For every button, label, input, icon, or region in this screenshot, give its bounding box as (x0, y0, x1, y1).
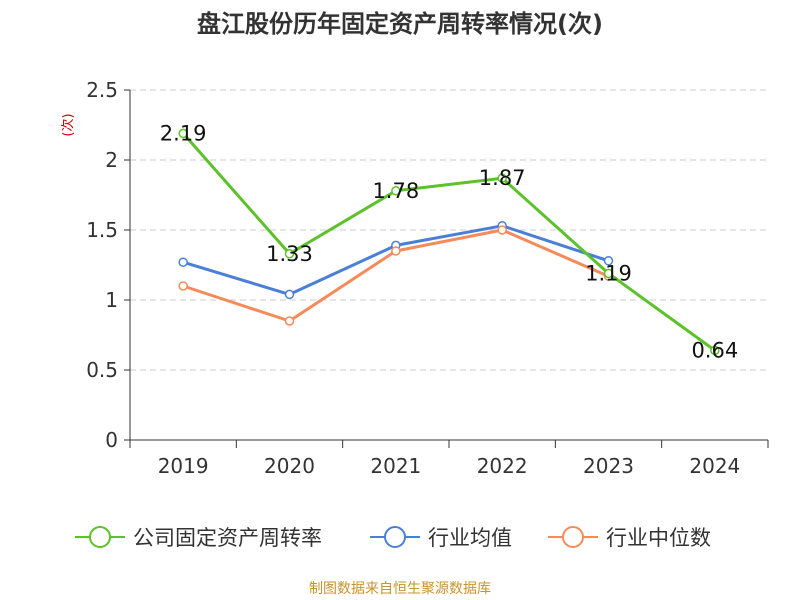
x-tick-label-2020: 2020 (264, 454, 315, 478)
legend-marker-0 (89, 526, 111, 548)
point-s0-2023 (603, 268, 614, 279)
legend: 公司固定资产周转率 行业均值 行业中位数 (75, 526, 711, 550)
legend-label-2: 行业中位数 (606, 526, 711, 550)
legend-item-2[interactable]: 行业中位数 (548, 526, 711, 550)
axes: 0 0.5 1 1.5 2 2.5 2019 2020 2021 2022 2023 2024 (86, 78, 769, 478)
point-s2-2021 (391, 246, 401, 256)
point-s0-2019 (178, 128, 188, 139)
y-axis-label: (次) (60, 113, 76, 136)
data-label-2021: 1.78 (372, 179, 419, 203)
point-s0-2020 (284, 249, 295, 259)
point-s1-2020 (284, 289, 295, 300)
point-s0-2022 (497, 173, 507, 183)
x-tick-label-2019: 2019 (158, 454, 209, 478)
legend-label-0: 公司固定资产周转率 (133, 526, 322, 550)
legend-marker-2 (562, 526, 584, 548)
x-tick-label-2024: 2024 (689, 454, 740, 478)
legend-item-0[interactable]: 公司固定资产周转率 (75, 526, 322, 550)
data-label-2019: 2.19 (160, 121, 207, 145)
point-s1-2023 (603, 256, 614, 266)
point-s0-2024 (710, 345, 720, 356)
x-tick-label-2023: 2023 (583, 454, 634, 478)
series-line-0 (181, 131, 717, 352)
legend-label-1: 行业均值 (428, 526, 512, 550)
x-tick-label-2021: 2021 (370, 454, 421, 478)
data-label-2022: 1.87 (479, 166, 526, 190)
data-label-2020: 1.33 (266, 242, 313, 266)
y-tick-label-2: 1 (105, 288, 118, 312)
series-line-1 (181, 224, 610, 296)
point-s2-2020 (284, 316, 295, 326)
y-tick-label-4: 2 (105, 148, 118, 172)
point-s2-2019 (178, 281, 188, 291)
y-tick-label-5: 2.5 (86, 78, 118, 102)
series: 2.19 1.33 1.78 1.87 1.19 0.64 (160, 121, 738, 362)
legend-marker-1 (384, 526, 406, 548)
data-label-2024: 0.64 (691, 338, 738, 362)
y-tick-label-3: 1.5 (86, 218, 118, 242)
point-s2-2022 (497, 225, 507, 235)
x-tick-label-2022: 2022 (477, 454, 528, 478)
grid-lines (130, 89, 768, 371)
data-label-2023: 1.19 (585, 261, 632, 285)
legend-item-1[interactable]: 行业均值 (370, 526, 512, 550)
point-s1-2019 (178, 257, 188, 267)
source-note: 制图数据来自恒生聚源数据库 (309, 581, 491, 597)
y-tick-label-1: 0.5 (86, 358, 118, 382)
chart-title: 盘江股份历年固定资产周转率情况(次) (197, 10, 603, 38)
y-tick-label-0: 0 (105, 428, 118, 452)
point-s0-2021 (391, 186, 401, 196)
